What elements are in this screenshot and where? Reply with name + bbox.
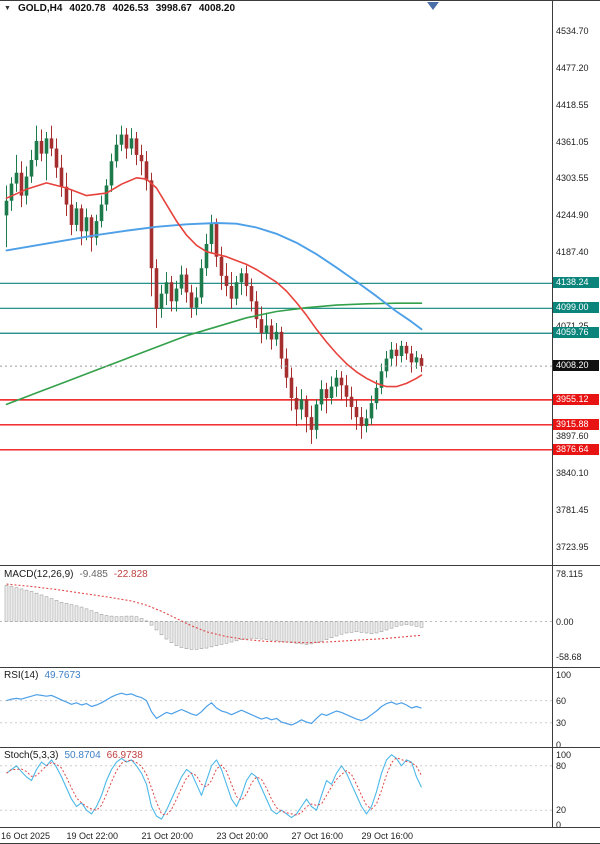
ohlc-close: 4008.20 bbox=[198, 3, 236, 14]
macd-name: MACD(12,26,9) bbox=[4, 569, 74, 580]
stoch-k-value: 50.8704 bbox=[64, 750, 101, 761]
divider-rsi-stoch bbox=[0, 747, 600, 748]
rsi-pane[interactable] bbox=[0, 668, 552, 748]
price-axis-label: 4187.40 bbox=[556, 247, 589, 258]
rsi-label: RSI(14) 49.7673 bbox=[4, 670, 81, 681]
stoch-d-value: 66.9738 bbox=[106, 750, 143, 761]
price-axis-label: 4361.05 bbox=[556, 136, 589, 147]
stoch-axis-label: 100 bbox=[556, 750, 572, 760]
stoch-label: Stoch(5,3,3) 50.8704 66.9738 bbox=[4, 750, 143, 761]
ohlc-low: 3998.67 bbox=[155, 3, 192, 14]
rsi-axis-label: 60 bbox=[556, 695, 567, 706]
ma-fast-red bbox=[5, 177, 423, 388]
chart-shift-marker-icon bbox=[427, 2, 439, 10]
ma-slow-green bbox=[5, 302, 423, 406]
macd-signal-value: -22.828 bbox=[113, 569, 148, 580]
stoch-name: Stoch(5,3,3) bbox=[4, 750, 59, 761]
collapse-arrow-icon[interactable]: ▼ bbox=[4, 5, 11, 12]
macd-main-value: -9.485 bbox=[79, 569, 108, 580]
ohlc-high: 4026.53 bbox=[112, 3, 149, 14]
macd-axis-label: -58.68 bbox=[556, 651, 582, 662]
price-axis-label: 3897.60 bbox=[556, 431, 589, 442]
price-axis-label: 4534.70 bbox=[556, 26, 589, 36]
time-axis[interactable]: 16 Oct 2025 19 Oct 22:00 21 Oct 20:00 23 Oc… bbox=[0, 828, 600, 844]
stoch-axis-label: 80 bbox=[556, 760, 567, 771]
price-axis-box: 3876.64 bbox=[553, 443, 599, 455]
macd-pane[interactable] bbox=[0, 566, 552, 668]
macd-histogram bbox=[4, 585, 424, 650]
price-axis-box: 4099.00 bbox=[553, 302, 599, 314]
rsi-name: RSI(14) bbox=[4, 670, 39, 681]
stoch-pane[interactable] bbox=[0, 748, 552, 828]
ohlc-open: 4020.78 bbox=[69, 3, 106, 14]
divider-macd-rsi bbox=[0, 667, 600, 668]
macd-axis-label: 0.00 bbox=[556, 616, 574, 627]
main-chart-pane[interactable] bbox=[0, 0, 552, 566]
divider-main-macd bbox=[0, 565, 600, 566]
rsi-axis-label: 100 bbox=[556, 670, 572, 680]
price-axis-box: 3915.88 bbox=[553, 418, 599, 430]
rsi-line bbox=[6, 692, 422, 726]
macd-canvas[interactable] bbox=[0, 566, 552, 668]
symbol-label: GOLD,H4 bbox=[17, 3, 63, 14]
price-axis-label: 4071.25 bbox=[556, 320, 589, 331]
time-axis-label: 21 Oct 20:00 bbox=[141, 831, 194, 841]
rsi-value: 49.7673 bbox=[44, 670, 81, 681]
stoch-canvas[interactable] bbox=[0, 748, 552, 828]
price-axis-label: 4418.55 bbox=[556, 99, 589, 110]
time-axis-label: 19 Oct 22:00 bbox=[66, 831, 119, 841]
price-axis-label: 3723.95 bbox=[556, 542, 589, 552]
chart-header: ▼ GOLD,H4 4020.78 4026.53 3998.67 4008.2… bbox=[4, 3, 235, 14]
price-axis-label: 4303.55 bbox=[556, 173, 589, 184]
price-axis-box: 3955.12 bbox=[553, 393, 599, 405]
stoch-axis-label: 20 bbox=[556, 805, 567, 816]
macd-axis-label: 78.115 bbox=[556, 569, 583, 580]
divider-stoch-time bbox=[0, 827, 600, 828]
price-axis[interactable]: 4534.70 4477.20 4418.55 4361.05 4303.55 4244.… bbox=[552, 0, 600, 830]
axis-divider bbox=[552, 0, 553, 828]
price-axis-box: 4059.76 bbox=[553, 327, 599, 339]
ma-mid-blue bbox=[5, 222, 423, 331]
price-axis-box: 4008.20 bbox=[553, 360, 599, 372]
price-axis-label: 4477.20 bbox=[556, 62, 589, 73]
main-chart-canvas[interactable] bbox=[0, 0, 552, 566]
stoch-d-line bbox=[6, 757, 422, 816]
rsi-axis-label: 0 bbox=[556, 740, 562, 750]
rsi-axis-label: 30 bbox=[556, 717, 567, 728]
time-axis-label: 29 Oct 16:00 bbox=[361, 831, 414, 841]
stoch-axis-label: 0 bbox=[556, 820, 562, 830]
rsi-canvas[interactable] bbox=[0, 668, 552, 748]
time-axis-label: 23 Oct 20:00 bbox=[216, 831, 269, 841]
price-axis-label: 3840.10 bbox=[556, 468, 589, 479]
price-axis-label: 4244.90 bbox=[556, 210, 589, 221]
macd-signal-line bbox=[6, 583, 422, 644]
time-axis-label: 27 Oct 16:00 bbox=[291, 831, 344, 841]
time-axis-label: 16 Oct 2025 bbox=[1, 831, 51, 841]
stoch-k-line bbox=[6, 754, 422, 820]
top-border bbox=[0, 0, 600, 1]
price-axis-box: 4138.24 bbox=[553, 277, 599, 289]
candles bbox=[4, 125, 424, 444]
price-axis-label: 3781.45 bbox=[556, 505, 589, 516]
macd-label: MACD(12,26,9) -9.485 -22.828 bbox=[4, 569, 148, 580]
